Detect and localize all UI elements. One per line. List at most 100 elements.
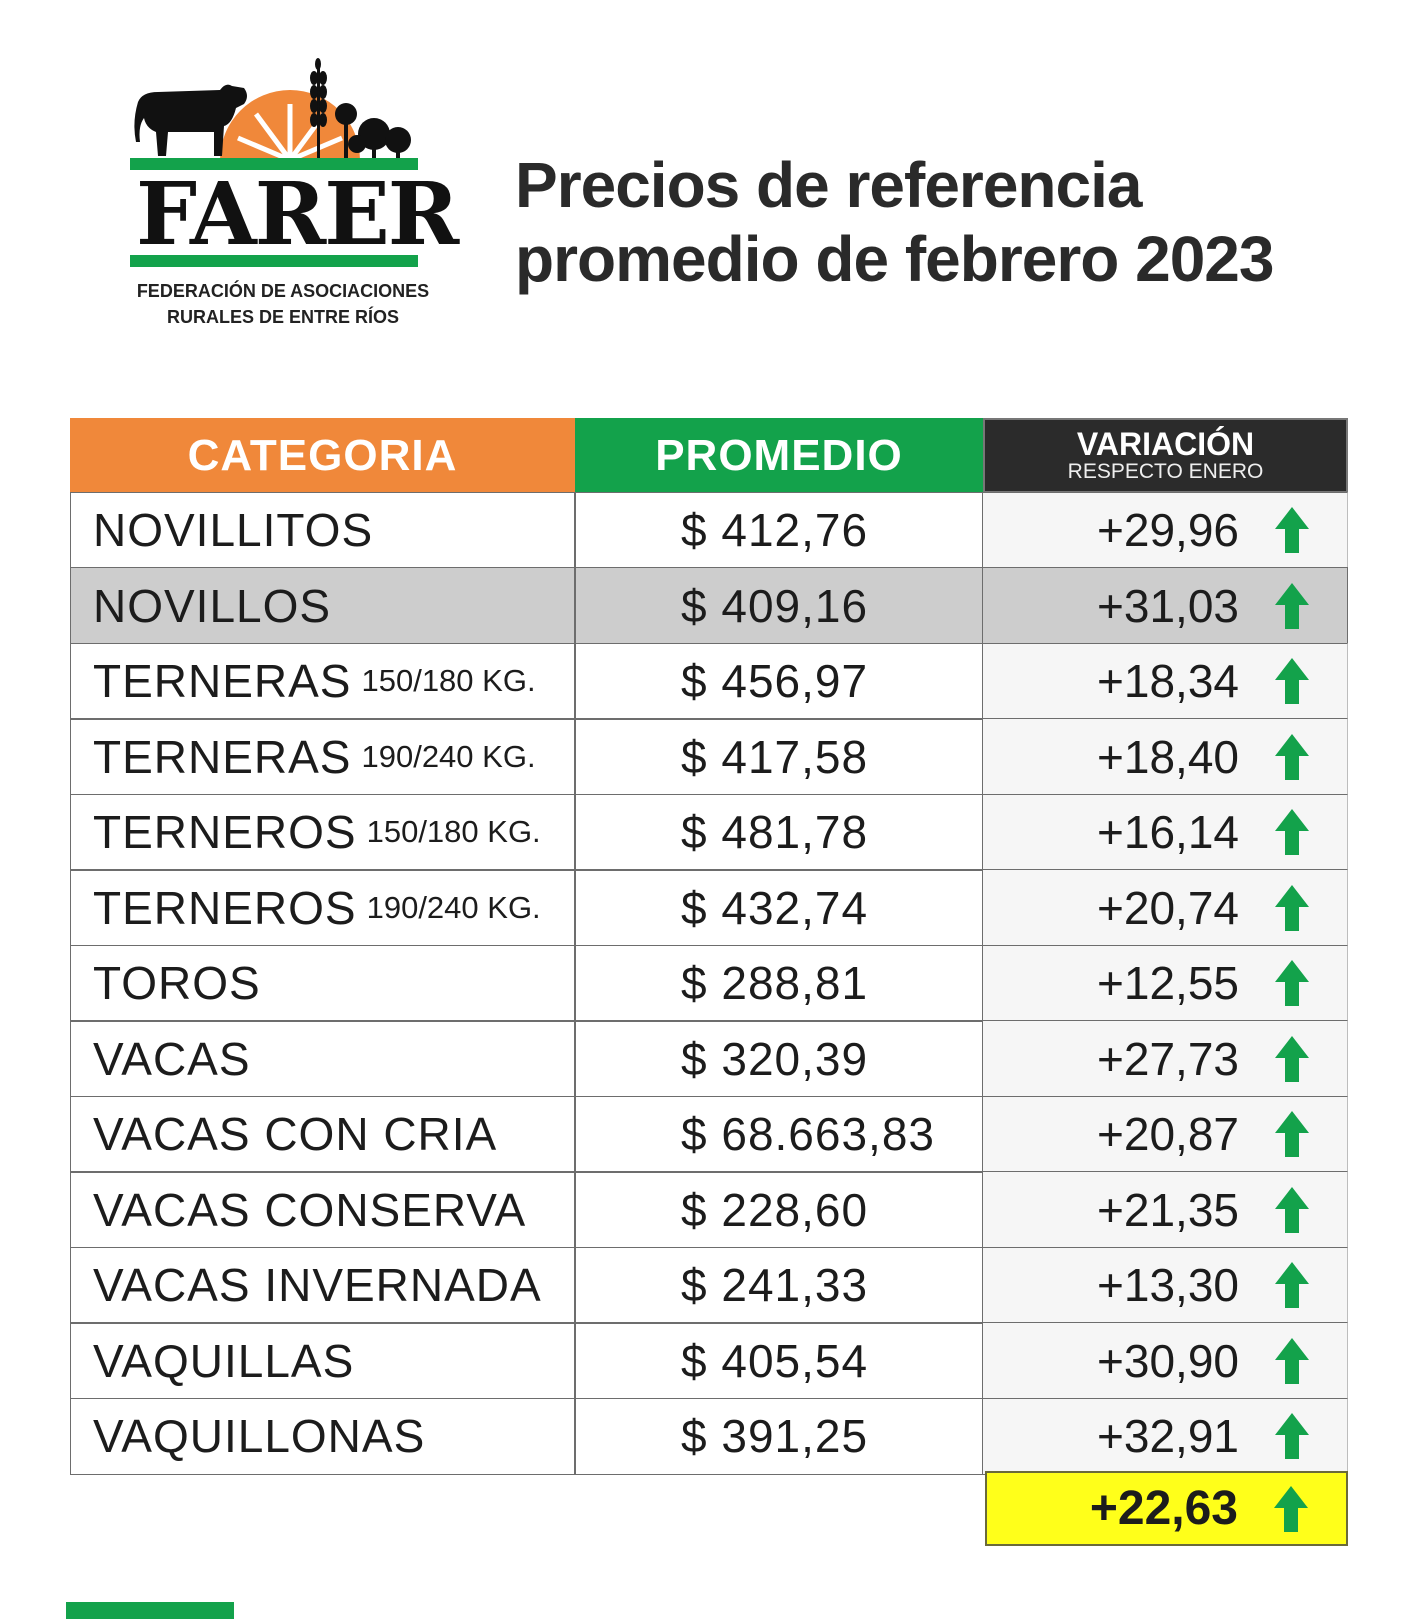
cell-categoria: VAQUILLAS [70,1322,575,1399]
cell-promedio: $ 481,78 [575,793,983,871]
cell-variacion: +27,73 [983,1020,1348,1097]
cell-promedio: $ 241,33 [575,1246,983,1324]
categoria-label: VACAS CON CRIA [93,1108,498,1160]
up-arrow-icon [1275,1262,1309,1308]
cell-promedio: $ 288,81 [575,944,983,1022]
page-title: Precios de referencia promedio de febrer… [515,148,1274,296]
cell-variacion: +12,55 [983,944,1348,1022]
cell-variacion: +21,35 [983,1171,1348,1248]
promedio-value: $ 409,16 [681,579,869,632]
header-categoria: CATEGORIA [70,418,575,493]
categoria-label: TERNEROS [93,881,357,934]
promedio-value: $ 412,76 [681,504,869,556]
promedio-value: $ 288,81 [681,957,869,1009]
price-table: CATEGORIA PROMEDIO VARIACIÓN RESPECTO EN… [70,418,1348,1475]
table-body: NOVILLITOS $ 412,76 +29,96 NOVILLOS $ 409,16… [70,491,1348,1475]
table-header: CATEGORIA PROMEDIO VARIACIÓN RESPECTO EN… [70,418,1348,493]
promedio-value: $ 320,39 [681,1032,869,1085]
cell-categoria: TERNERAS 150/180 KG. [70,642,575,720]
cell-categoria: VACAS [70,1020,575,1097]
categoria-label: NOVILLITOS [93,504,374,556]
header-variacion-sub: RESPECTO ENERO [1067,459,1264,483]
up-arrow-icon [1275,809,1309,855]
table-row: VAQUILLAS $ 405,54 +30,90 [70,1322,1348,1399]
total-variation-cell: +22,63 [985,1471,1348,1546]
cell-promedio: $ 409,16 [575,567,983,644]
page-title-line1: Precios de referencia [515,149,1142,221]
total-variation-value: +22,63 [1089,1482,1238,1535]
up-arrow-icon [1275,1186,1309,1233]
logo-subtitle: FEDERACIÓN DE ASOCIACIONES RURALES DE EN… [128,278,438,330]
header-variacion-label: VARIACIÓN [1076,425,1255,462]
categoria-label: VACAS INVERNADA [93,1259,542,1311]
cell-variacion: +30,90 [983,1322,1348,1399]
table-row: TERNERAS 190/240 KG. $ 417,58 +18,40 [70,718,1348,795]
table-row: TOROS $ 288,81 +12,55 [70,944,1348,1022]
table-row: VACAS CONSERVA $ 228,60 +21,35 [70,1171,1348,1248]
promedio-value: $ 432,74 [681,881,869,934]
promedio-value: $ 228,60 [681,1183,869,1236]
cell-variacion: +32,91 [983,1397,1348,1475]
farer-emblem-icon [130,58,418,170]
header-variacion: VARIACIÓN RESPECTO ENERO [983,418,1348,493]
variacion-value: +29,96 [1097,504,1239,556]
variacion-value: +27,73 [1097,1032,1239,1085]
promedio-value: $ 417,58 [681,730,869,783]
categoria-label: NOVILLOS [93,579,332,632]
up-arrow-icon [1275,582,1309,629]
up-arrow-icon [1275,884,1309,931]
cell-categoria: TERNEROS 150/180 KG. [70,793,575,871]
variacion-value: +13,30 [1097,1259,1239,1311]
table-row: NOVILLITOS $ 412,76 +29,96 [70,491,1348,569]
categoria-weight: 190/240 KG. [366,889,541,925]
cell-categoria: TERNEROS 190/240 KG. [70,869,575,946]
cell-variacion: +20,74 [983,869,1348,946]
categoria-label: VACAS [93,1032,251,1085]
cell-variacion: +29,96 [983,491,1348,569]
table-row: TERNERAS 150/180 KG. $ 456,97 +18,34 [70,642,1348,720]
logo-subtitle-line1: FEDERACIÓN DE ASOCIACIONES [136,281,430,301]
cell-categoria: NOVILLOS [70,567,575,644]
categoria-label: TERNEROS [93,806,357,858]
promedio-value: $ 456,97 [681,655,869,707]
categoria-label: TOROS [93,957,261,1009]
up-arrow-icon [1275,1035,1309,1082]
categoria-label: VACAS CONSERVA [93,1183,527,1236]
categoria-label: TERNERAS [93,730,352,783]
cell-variacion: +31,03 [983,567,1348,644]
cell-categoria: TOROS [70,944,575,1022]
footer-green-bar [66,1602,234,1619]
cell-categoria: NOVILLITOS [70,491,575,569]
cell-variacion: +13,30 [983,1246,1348,1324]
variacion-value: +21,35 [1097,1183,1239,1236]
table-row: VACAS $ 320,39 +27,73 [70,1020,1348,1097]
promedio-value: $ 241,33 [681,1259,869,1311]
cell-promedio: $ 432,74 [575,869,983,946]
cell-promedio: $ 68.663,83 [575,1095,983,1173]
table-row: VACAS INVERNADA $ 241,33 +13,30 [70,1246,1348,1324]
page-title-line2: promedio de febrero 2023 [515,223,1274,295]
promedio-value: $ 391,25 [681,1410,869,1462]
table-row: NOVILLOS $ 409,16 +31,03 [70,567,1348,644]
table-row: TERNEROS 190/240 KG. $ 432,74 +20,74 [70,869,1348,946]
cell-promedio: $ 405,54 [575,1322,983,1399]
categoria-label: TERNERAS [93,655,352,707]
up-arrow-icon [1275,1337,1309,1384]
promedio-value: $ 68.663,83 [681,1108,936,1160]
promedio-value: $ 481,78 [681,806,869,858]
categoria-label: VAQUILLAS [93,1334,355,1387]
variacion-value: +32,91 [1097,1410,1239,1462]
cell-variacion: +18,40 [983,718,1348,795]
cell-variacion: +20,87 [983,1095,1348,1173]
farer-logo: FARER FEDERACIÓN DE ASOCIACIONES RURALES… [128,52,459,342]
cell-promedio: $ 417,58 [575,718,983,795]
cell-categoria: VAQUILLONAS [70,1397,575,1475]
cell-categoria: VACAS INVERNADA [70,1246,575,1324]
up-arrow-icon [1275,658,1309,704]
logo-subtitle-line2: RURALES DE ENTRE RÍOS [166,307,400,327]
up-arrow-icon [1275,960,1309,1006]
table-row: VAQUILLONAS $ 391,25 +32,91 [70,1397,1348,1475]
up-arrow-icon [1275,1413,1309,1459]
variacion-value: +18,34 [1097,655,1239,707]
variacion-value: +12,55 [1097,957,1239,1009]
